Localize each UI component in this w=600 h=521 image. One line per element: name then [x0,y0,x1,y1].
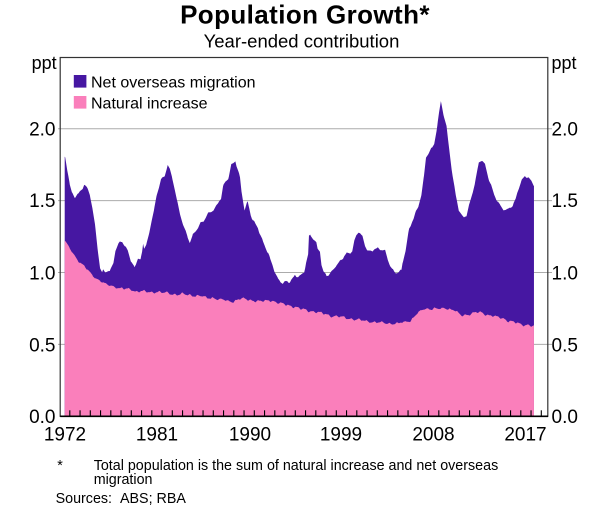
svg-text:Total population is the sum of: Total population is the sum of natural i… [94,458,499,474]
svg-text:1981: 1981 [136,424,178,445]
svg-text:1.0: 1.0 [29,264,55,285]
svg-text:0.0: 0.0 [552,407,578,428]
svg-text:1990: 1990 [229,424,271,445]
svg-text:Natural increase: Natural increase [91,95,208,112]
svg-text:2.0: 2.0 [552,120,578,141]
svg-text:2017: 2017 [504,424,546,445]
svg-text:1.0: 1.0 [552,264,578,285]
svg-text:1.5: 1.5 [29,191,55,212]
svg-text:1972: 1972 [44,424,86,445]
svg-text:ppt: ppt [32,53,57,73]
svg-text:1.5: 1.5 [552,191,578,212]
svg-text:migration: migration [94,472,153,488]
svg-text:0.5: 0.5 [29,335,55,356]
svg-text:2008: 2008 [412,424,454,445]
svg-text:0.0: 0.0 [29,407,55,428]
svg-text:Net overseas migration: Net overseas migration [91,75,256,92]
svg-text:ppt: ppt [552,53,577,73]
svg-text:0.5: 0.5 [552,335,578,356]
svg-text:Population Growth*: Population Growth* [180,0,430,30]
svg-text:2.0: 2.0 [29,120,55,141]
svg-text:Sources: ABS; RBA: Sources: ABS; RBA [56,491,187,507]
svg-text:*: * [57,458,63,474]
svg-text:1999: 1999 [320,424,362,445]
svg-text:Year-ended contribution: Year-ended contribution [204,31,400,52]
